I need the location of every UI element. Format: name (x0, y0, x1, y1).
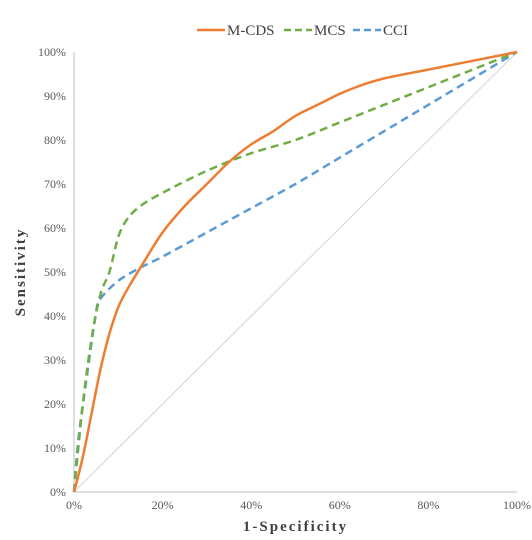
legend: M-CDS MCS CCI (197, 23, 408, 39)
y-tick-label: 50% (44, 265, 66, 279)
legend-item-m-cds: M-CDS (197, 23, 275, 39)
y-tick-label: 20% (44, 397, 66, 411)
y-tick-label: 30% (44, 353, 66, 367)
y-axis-title: Sensitivity (13, 228, 29, 317)
x-tick-label: 80% (417, 498, 439, 512)
legend-item-cci: CCI (353, 23, 408, 39)
y-tick-label: 10% (44, 441, 66, 455)
x-tick-label: 100% (503, 498, 531, 512)
y-tick-label: 70% (44, 177, 66, 191)
x-tick-label: 20% (152, 498, 174, 512)
y-tick-label: 80% (44, 133, 66, 147)
series-line-mcs (72, 50, 518, 493)
y-tick-label: 100% (38, 45, 66, 59)
x-axis-title: 1-Specificity (243, 519, 348, 535)
y-tick-label: 60% (44, 221, 66, 235)
reference-line-layer (73, 51, 518, 493)
legend-label: MCS (314, 23, 346, 39)
y-tick-label: 0% (50, 485, 66, 499)
x-tick-label: 0% (66, 498, 82, 512)
x-tick-labels: 0% 20% 40% 60% 80% 100% (66, 498, 531, 512)
y-tick-labels: 0% 10% 20% 30% 40% 50% 60% 70% 80% 90% 100% (38, 45, 66, 499)
x-tick-label: 40% (240, 498, 262, 512)
series-layer (72, 50, 518, 493)
series-line-m-cds (72, 50, 518, 493)
axes (73, 52, 517, 493)
x-tick-label: 60% (329, 498, 351, 512)
legend-label: M-CDS (227, 23, 275, 39)
y-tick-label: 40% (44, 309, 66, 323)
y-tick-label: 90% (44, 89, 66, 103)
legend-item-mcs: MCS (284, 23, 346, 39)
reference-diagonal-line (73, 51, 518, 493)
legend-label: CCI (383, 23, 408, 39)
